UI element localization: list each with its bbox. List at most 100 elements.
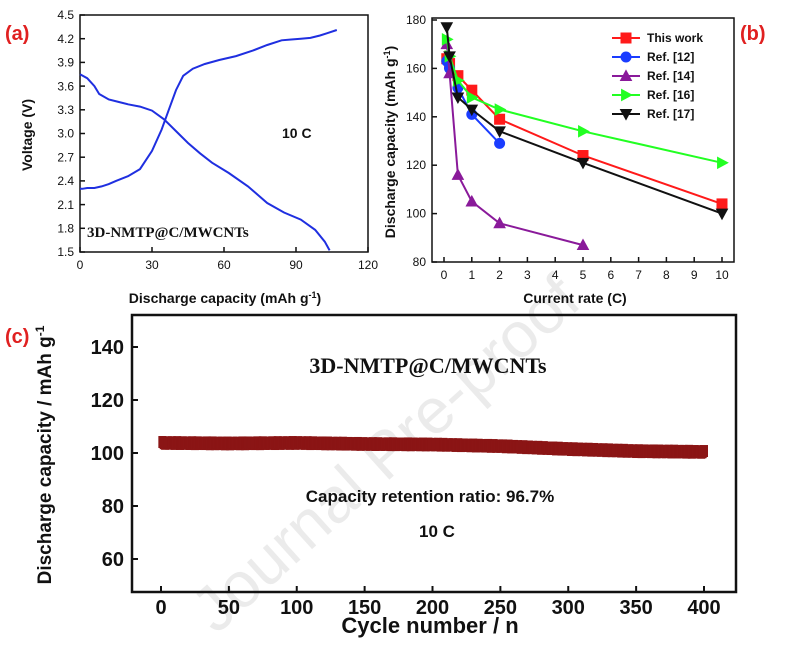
x-tick-label: 120	[358, 258, 378, 272]
legend-marker	[619, 109, 633, 121]
panel-a-sample-annotation: 3D-NMTP@C/MWCNTs	[87, 225, 249, 241]
series-line	[445, 44, 584, 247]
y-tick-label: 80	[102, 496, 124, 518]
x-tick-label: 8	[663, 268, 670, 282]
panel-c-retention-annotation: Capacity retention ratio: 96.7%	[306, 487, 554, 506]
legend-marker	[620, 51, 632, 63]
panel-a-label: (a)	[5, 23, 29, 45]
data-point	[716, 198, 728, 210]
y-tick-label: 1.5	[57, 245, 74, 259]
charge-curve	[80, 29, 338, 190]
data-point	[576, 157, 590, 170]
data-point	[440, 22, 454, 34]
x-tick-label: 9	[691, 268, 698, 282]
y-tick-label: 120	[406, 158, 426, 172]
y-tick-label: 1.8	[57, 222, 74, 236]
x-tick-label: 100	[280, 597, 313, 619]
x-tick-label: 50	[218, 597, 240, 619]
discharge-curve	[79, 73, 331, 251]
x-tick-label: 350	[619, 597, 652, 619]
panel-c-rate-annotation: 10 C	[419, 522, 455, 541]
y-tick-label: 120	[91, 390, 124, 412]
panel-c-x-axis-title: Cycle number / n	[341, 613, 518, 638]
legend-label: Ref. [14]	[647, 69, 694, 83]
x-tick-label: 7	[635, 268, 642, 282]
y-tick-label: 140	[406, 110, 426, 124]
x-tick-label: 30	[145, 258, 159, 272]
y-tick-label: 2.7	[57, 150, 74, 164]
legend-label: This work	[647, 31, 703, 45]
x-tick-label: 90	[289, 258, 303, 272]
x-tick-label: 3	[524, 268, 531, 282]
panel-a: (a) 0 30 60 90 120 1.5 1.8 2.1 2.4 2.7 3.0 3.3 3.6 3.…	[5, 8, 378, 306]
data-point	[452, 70, 464, 82]
legend-marker	[620, 32, 632, 44]
legend-label: Ref. [16]	[647, 88, 694, 102]
cycle-point	[700, 445, 708, 458]
y-tick-label: 3.6	[57, 79, 74, 93]
data-point	[465, 194, 479, 207]
legend-label: Ref. [17]	[647, 107, 694, 121]
y-tick-label: 4.5	[57, 8, 74, 22]
data-point	[494, 103, 507, 116]
x-tick-label: 10	[715, 268, 729, 282]
y-tick-label: 140	[91, 337, 124, 359]
x-tick-label: 2	[496, 268, 503, 282]
y-tick-label: 3.9	[57, 56, 74, 70]
x-tick-label: 250	[484, 597, 517, 619]
panel-b-label: (b)	[740, 23, 766, 45]
data-point	[493, 216, 506, 229]
panel-b-y-axis-title: Discharge capacity (mAh g-1)	[382, 46, 398, 238]
x-tick-label: 200	[416, 597, 449, 619]
data-point	[466, 84, 478, 96]
panel-a-x-axis-title: Discharge capacity (mAh g-1)	[129, 290, 321, 306]
y-tick-label: 2.1	[57, 198, 74, 212]
data-point	[717, 156, 729, 170]
x-tick-label: 300	[552, 597, 585, 619]
data-point	[465, 104, 479, 117]
y-tick-label: 100	[406, 207, 426, 221]
x-tick-label: 0	[441, 268, 448, 282]
y-tick-label: 4.2	[57, 32, 74, 46]
y-tick-label: 2.4	[57, 174, 74, 188]
panel-b: (b) 0 1 2 3 4 5 6 7 8 9 10 80 100 120 140 160 180 This w…	[382, 13, 766, 306]
panel-c-y-axis-title: Discharge capacity / mAh g-1	[33, 325, 56, 584]
data-point	[715, 208, 729, 221]
panel-c-sample-annotation: 3D-NMTP@C/MWCNTs	[309, 353, 547, 378]
panel-a-rate-annotation: 10 C	[282, 125, 312, 141]
y-tick-label: 3.0	[57, 127, 74, 141]
data-point	[576, 238, 590, 251]
x-tick-label: 1	[468, 268, 475, 282]
data-point	[578, 124, 590, 138]
x-tick-label: 4	[552, 268, 559, 282]
data-point	[494, 137, 506, 149]
data-point	[493, 126, 506, 138]
data-point	[451, 92, 465, 105]
x-tick-label: 0	[77, 258, 84, 272]
y-tick-label: 80	[413, 255, 427, 269]
panel-a-y-axis-title: Voltage (V)	[19, 99, 35, 171]
data-point	[494, 113, 506, 125]
x-tick-label: 5	[580, 268, 587, 282]
x-tick-label: 6	[607, 268, 614, 282]
panel-b-x-axis-title: Current rate (C)	[523, 290, 626, 306]
panel-a-frame	[79, 14, 369, 253]
panel-c: (c) 0 50 100 150 200 250 300 350 400 60 80 100 120 14…	[5, 313, 738, 638]
y-tick-label: 100	[91, 443, 124, 465]
x-tick-label: 400	[687, 597, 720, 619]
legend-marker	[619, 69, 633, 81]
legend-marker	[621, 88, 633, 102]
x-tick-label: 0	[155, 597, 166, 619]
y-tick-label: 160	[406, 61, 426, 75]
y-tick-label: 180	[406, 13, 426, 27]
data-point	[443, 51, 456, 63]
data-point	[466, 91, 479, 104]
x-tick-label: 60	[217, 258, 231, 272]
y-tick-label: 60	[102, 549, 124, 571]
y-tick-label: 3.3	[57, 103, 74, 117]
panel-c-label: (c)	[5, 326, 29, 348]
x-tick-label: 150	[348, 597, 381, 619]
data-point	[451, 168, 465, 180]
legend-label: Ref. [12]	[647, 50, 694, 64]
